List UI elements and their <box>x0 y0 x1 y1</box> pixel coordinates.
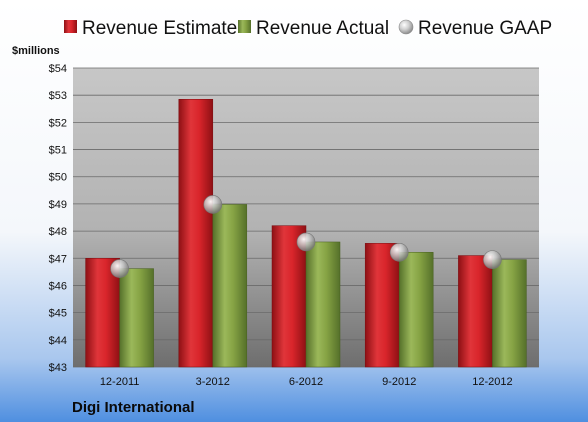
y-tick-label: $45 <box>49 308 67 320</box>
y-tick-label: $44 <box>49 335 67 347</box>
x-tick-label: 12-2012 <box>472 376 512 388</box>
x-tick-label: 6-2012 <box>289 376 323 388</box>
y-tick-label: $50 <box>49 172 67 184</box>
bar-revenue-actual <box>305 241 341 368</box>
marker-revenue-gaap <box>483 250 502 269</box>
marker-revenue-gaap <box>389 242 409 262</box>
x-tick-label: 3-2012 <box>196 376 230 388</box>
legend-label-gaap: Revenue GAAP <box>418 18 552 39</box>
y-tick-label: $49 <box>49 199 67 211</box>
unit-label: $millions <box>12 45 60 57</box>
y-tick-label: $47 <box>49 253 67 265</box>
legend: Revenue Estimate Revenue Actual Revenue … <box>64 18 552 39</box>
y-tick-label: $43 <box>49 362 67 374</box>
bar-revenue-actual <box>492 259 527 368</box>
legend-swatch-gaap <box>398 19 414 35</box>
bars <box>85 99 527 368</box>
bar-revenue-estimate <box>458 255 493 368</box>
bar-revenue-estimate <box>178 99 214 368</box>
legend-label-actual: Revenue Actual <box>256 18 389 39</box>
x-tick-label: 9-2012 <box>382 376 416 388</box>
bar-revenue-actual <box>119 268 154 368</box>
marker-revenue-gaap <box>296 232 316 252</box>
legend-swatch-estimate <box>64 20 77 33</box>
legend-swatch-actual <box>238 20 251 33</box>
marker-revenue-gaap <box>110 259 129 278</box>
gaap-markers <box>110 195 502 278</box>
y-tick-label: $53 <box>49 90 67 102</box>
marker-revenue-gaap <box>203 195 223 214</box>
x-tick-label: 12-2011 <box>100 376 140 388</box>
legend-label-estimate: Revenue Estimate <box>82 18 237 39</box>
y-axis-ticks: $43 $44 $45 $46 $47 $48 $49 $50 $51 $52 $53 $54 <box>49 63 67 374</box>
y-tick-label: $48 <box>49 226 67 238</box>
bar-revenue-actual <box>398 252 434 368</box>
y-tick-label: $51 <box>49 145 67 157</box>
y-tick-label: $52 <box>49 117 67 129</box>
bar-revenue-actual <box>212 204 248 368</box>
x-axis-ticks: 12-2011 3-2012 6-2012 9-2012 12-2012 <box>100 376 513 388</box>
company-name: Digi International <box>72 399 195 416</box>
y-tick-label: $54 <box>49 63 67 75</box>
y-tick-label: $46 <box>49 280 67 292</box>
bar-revenue-estimate <box>85 258 120 368</box>
bar-revenue-estimate <box>364 243 400 368</box>
